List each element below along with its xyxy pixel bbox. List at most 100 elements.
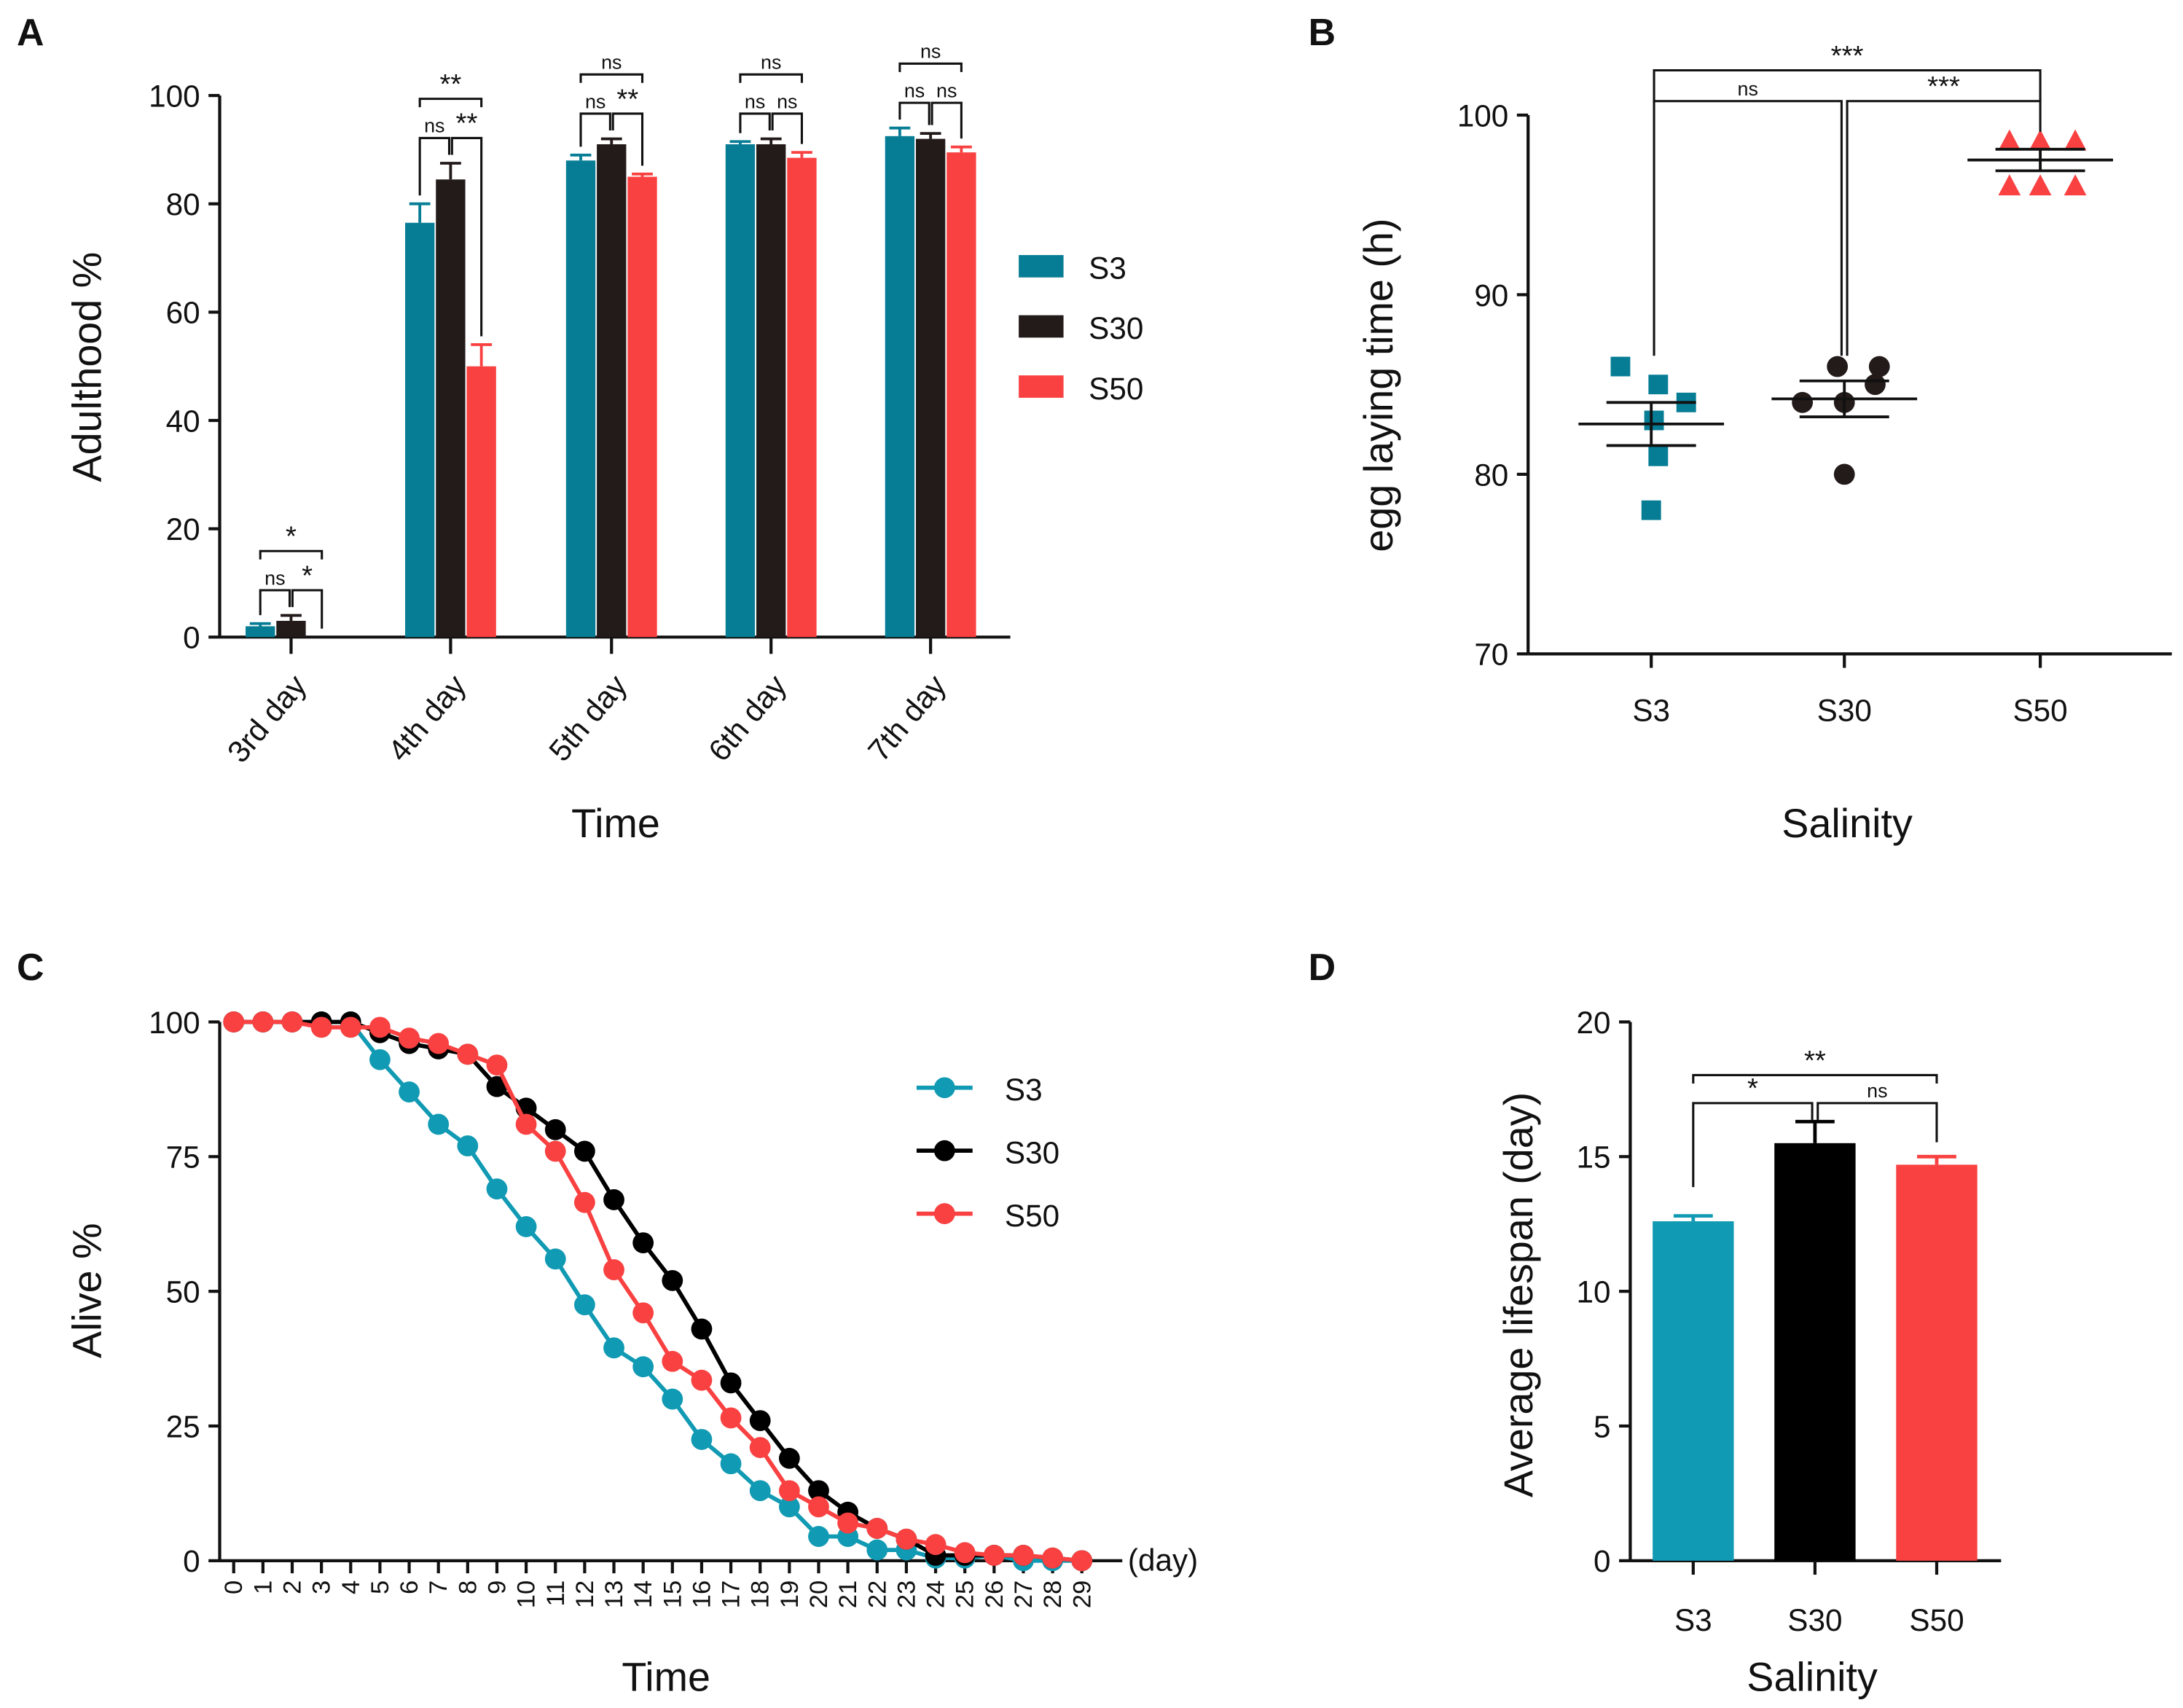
x-tick-label: 27: [1010, 1580, 1038, 1608]
legend-swatch-S50: [1019, 375, 1064, 398]
y-tick-label: 40: [166, 404, 200, 438]
data-point-S50: [778, 1480, 800, 1502]
data-point-S30: [749, 1410, 771, 1432]
x-tick-label: S50: [1909, 1603, 1964, 1637]
significance-bracket: [579, 112, 611, 147]
x-unit-label: (day): [1128, 1543, 1198, 1577]
y-tick-label: 70: [1474, 638, 1508, 672]
y-tick-label: 20: [1577, 1006, 1611, 1040]
error-bar: [440, 162, 461, 180]
significance-label: *: [286, 521, 297, 552]
data-point-S30: [544, 1119, 566, 1140]
significance-bracket: [771, 112, 803, 144]
data-point-S50: [399, 1027, 420, 1049]
error-bar: [471, 343, 493, 367]
significance-bracket: [259, 589, 291, 616]
data-point: [1868, 356, 1890, 377]
data-point: [2029, 174, 2052, 196]
significance-label: ns: [936, 79, 957, 101]
x-axis-label: Time: [622, 1654, 710, 1699]
x-tick-label: 5: [367, 1580, 394, 1594]
data-point-S50: [662, 1350, 683, 1372]
y-axis-label: Adulthood %: [64, 252, 109, 482]
data-point-S50: [895, 1528, 917, 1550]
data-point-S30: [720, 1372, 742, 1394]
x-tick-label: 9: [483, 1580, 511, 1594]
significance-bracket: [1846, 100, 2042, 356]
data-point-S3: [573, 1294, 595, 1316]
mean-sem-line: [1967, 147, 2113, 173]
legend-label: S30: [1005, 1135, 1059, 1170]
data-point-S30: [691, 1318, 713, 1340]
y-tick-label: 80: [166, 187, 200, 222]
y-tick-label: 80: [1474, 458, 1508, 492]
significance-label: *: [302, 560, 313, 591]
x-tick-label: 21: [834, 1580, 862, 1608]
significance-bracket: [930, 101, 963, 139]
data-point: [2064, 174, 2087, 196]
significance-bracket: [1816, 1102, 1938, 1143]
significance-bracket: [579, 73, 644, 83]
x-tick-label: 6th day: [702, 667, 793, 767]
data-point: [1833, 463, 1855, 485]
significance-label: ns: [424, 115, 444, 137]
data-point: [1792, 391, 1814, 413]
data-point-S3: [749, 1480, 771, 1502]
significance-bracket: [1653, 68, 2042, 101]
data-point-S3: [691, 1429, 713, 1450]
data-point-S30: [573, 1140, 595, 1162]
y-tick-label: 100: [149, 1006, 200, 1040]
x-tick-label: S3: [1632, 694, 1670, 728]
x-tick-label: 7th day: [861, 667, 953, 767]
data-point-S3: [778, 1496, 800, 1518]
x-axis-label: Salinity: [1782, 801, 1913, 846]
y-tick-label: 20: [166, 512, 200, 547]
data-point-S50: [340, 1016, 361, 1038]
data-point-S50: [428, 1033, 450, 1054]
data-point: [1610, 356, 1631, 377]
x-tick-label: 20: [805, 1580, 833, 1608]
bar-S30: [597, 144, 627, 638]
x-tick-label: 17: [718, 1580, 745, 1608]
data-point-S50: [544, 1140, 566, 1162]
significance-label: ns: [761, 52, 781, 74]
data-point-S30: [662, 1269, 683, 1291]
y-tick-label: 5: [1594, 1409, 1611, 1443]
bar-S3: [404, 222, 435, 638]
data-point-S30: [778, 1447, 800, 1469]
legend-marker-S50: [933, 1203, 955, 1224]
bar-S50: [466, 366, 496, 638]
x-tick-label: S30: [1817, 694, 1872, 728]
x-tick-label: 4th day: [381, 667, 473, 767]
error-bar: [920, 132, 941, 139]
data-point-S50: [223, 1011, 245, 1033]
panel-d: D 0 5 10 15 20 S3 S30 S50 * ns ** Salinity Average li…: [1309, 946, 2002, 1699]
series-line-S30: [233, 1019, 1083, 1563]
panel-label: B: [1309, 11, 1336, 53]
x-tick-label: S3: [1674, 1603, 1712, 1637]
data-point-S50: [252, 1011, 274, 1033]
data-point-S50: [281, 1011, 303, 1033]
data-point-S50: [866, 1518, 888, 1539]
error-bar: [600, 137, 622, 144]
x-tick-label: 8: [454, 1580, 482, 1594]
significance-label: **: [456, 108, 478, 139]
x-tick-label: 15: [659, 1580, 686, 1608]
data-point-S50: [515, 1113, 537, 1135]
bar-S3: [246, 626, 275, 638]
x-tick-label: 16: [688, 1580, 716, 1608]
bar-S50: [947, 152, 976, 638]
significance-label: ns: [920, 41, 941, 63]
data-point-S3: [544, 1248, 566, 1270]
significance-label: ns: [585, 90, 605, 112]
x-tick-label: 14: [630, 1580, 657, 1608]
data-point-S3: [720, 1453, 742, 1475]
error-bar: [1673, 1214, 1713, 1222]
x-tick-label: S30: [1787, 1603, 1842, 1637]
mean-sem-line: [1578, 401, 1725, 447]
panel-b: B 70 80 90 100 S3 S30 S50 ns *** *** Salinity egg la…: [1309, 11, 2172, 846]
data-point-S50: [925, 1534, 947, 1556]
error-bar: [729, 140, 751, 144]
data-point-S3: [428, 1113, 450, 1135]
data-point-S50: [808, 1496, 829, 1518]
